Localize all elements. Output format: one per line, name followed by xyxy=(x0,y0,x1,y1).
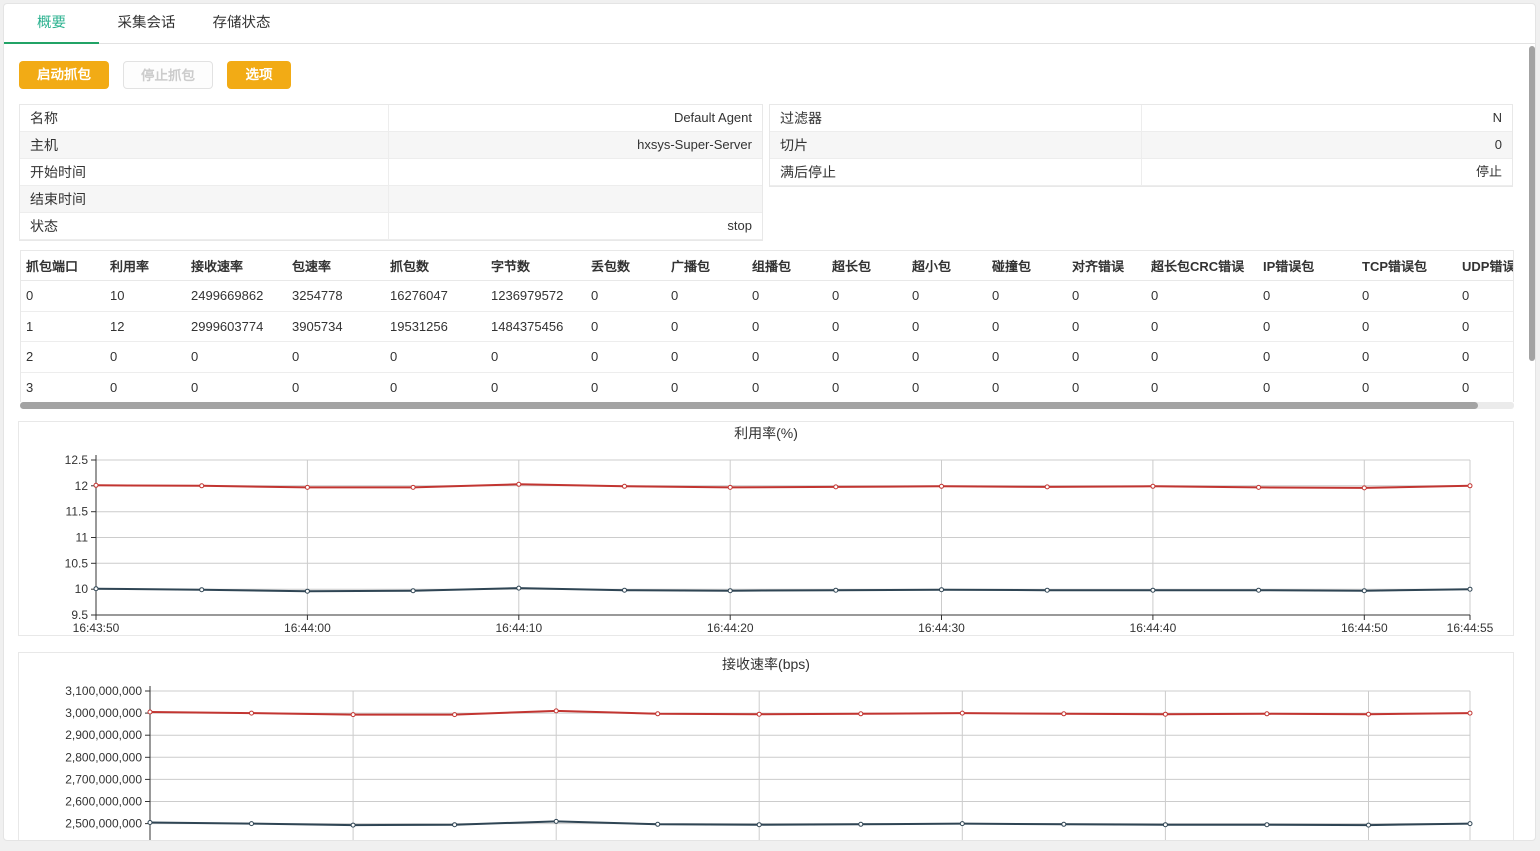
svg-text:12.5: 12.5 xyxy=(65,453,89,467)
svg-text:16:44:20: 16:44:20 xyxy=(707,621,754,635)
svg-text:2,500,000,000: 2,500,000,000 xyxy=(65,817,142,831)
svg-text:16:44:00: 16:44:00 xyxy=(284,621,331,635)
svg-text:16:44:30: 16:44:30 xyxy=(918,621,965,635)
svg-text:16:44:50: 16:44:50 xyxy=(1341,621,1388,635)
svg-text:16:44:10: 16:44:10 xyxy=(495,621,542,635)
svg-text:10: 10 xyxy=(75,582,89,596)
svg-text:2,800,000,000: 2,800,000,000 xyxy=(65,750,142,764)
svg-text:11: 11 xyxy=(76,531,89,545)
svg-text:2,700,000,000: 2,700,000,000 xyxy=(65,772,142,786)
svg-text:16:43:50: 16:43:50 xyxy=(73,621,120,635)
svg-text:利用率(%): 利用率(%) xyxy=(734,425,798,441)
svg-text:9.5: 9.5 xyxy=(71,608,88,622)
svg-text:10.5: 10.5 xyxy=(65,556,89,570)
svg-text:3,100,000,000: 3,100,000,000 xyxy=(65,684,142,698)
svg-text:2,900,000,000: 2,900,000,000 xyxy=(65,728,142,742)
svg-text:2,600,000,000: 2,600,000,000 xyxy=(65,795,142,809)
svg-text:3,000,000,000: 3,000,000,000 xyxy=(65,706,142,720)
svg-text:接收速率(bps): 接收速率(bps) xyxy=(722,656,810,672)
svg-text:12: 12 xyxy=(75,479,89,493)
svg-text:16:44:55: 16:44:55 xyxy=(1447,621,1494,635)
svg-text:16:44:40: 16:44:40 xyxy=(1130,621,1177,635)
svg-text:11.5: 11.5 xyxy=(66,505,89,519)
